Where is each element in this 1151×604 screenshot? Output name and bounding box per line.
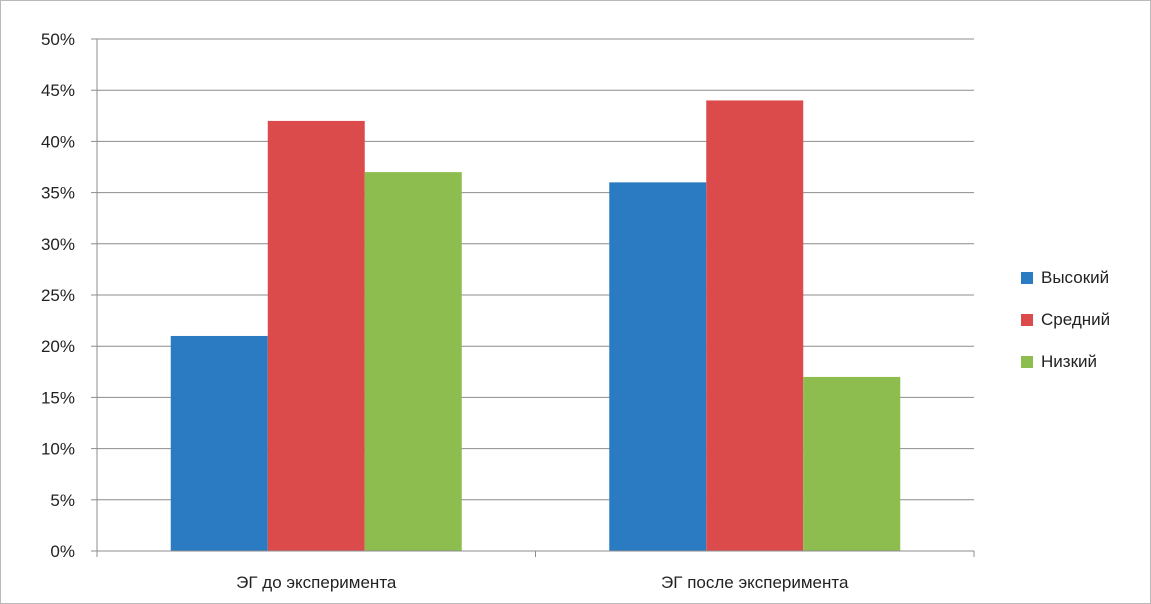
y-tick-labels: 0% 5% 10% 15% 20% 25% 30% 35% 40% 45% 50% xyxy=(41,30,75,561)
legend-item: Средний xyxy=(1021,299,1110,341)
y-tick-label: 15% xyxy=(41,388,75,407)
x-category-label: ЭГ после эксперимента xyxy=(661,573,849,592)
legend-item: Низкий xyxy=(1021,341,1110,383)
legend-swatch xyxy=(1021,272,1033,284)
y-tick-label: 30% xyxy=(41,235,75,254)
y-tick-label: 10% xyxy=(41,440,75,459)
y-tick-label: 25% xyxy=(41,286,75,305)
bar-2-1 xyxy=(609,182,707,552)
legend-item: Высокий xyxy=(1021,257,1110,299)
legend: Высокий Средний Низкий xyxy=(1021,257,1110,383)
y-tick-label: 45% xyxy=(41,81,75,100)
y-tick-label: 5% xyxy=(50,491,75,510)
y-tick-label: 35% xyxy=(41,184,75,203)
bar-1-1 xyxy=(170,335,268,551)
legend-swatch xyxy=(1021,314,1033,326)
legend-label: Низкий xyxy=(1041,352,1097,371)
bar-2-3 xyxy=(803,376,901,551)
bar-1-3 xyxy=(364,172,462,551)
bar-1-2 xyxy=(267,120,365,552)
y-tick-label: 20% xyxy=(41,337,75,356)
y-tick-label: 0% xyxy=(50,542,75,561)
y-tick-label: 50% xyxy=(41,30,75,49)
y-tick-label: 40% xyxy=(41,132,75,151)
legend-label: Высокий xyxy=(1041,268,1110,287)
legend-label: Средний xyxy=(1041,310,1111,329)
legend-swatch xyxy=(1021,356,1033,368)
axes xyxy=(91,38,975,557)
bar-2-2 xyxy=(706,100,804,551)
x-category-label: ЭГ до эксперимента xyxy=(236,573,397,592)
x-category-labels: ЭГ до эксперимента ЭГ после эксперимента xyxy=(236,573,849,592)
bars xyxy=(170,100,901,552)
